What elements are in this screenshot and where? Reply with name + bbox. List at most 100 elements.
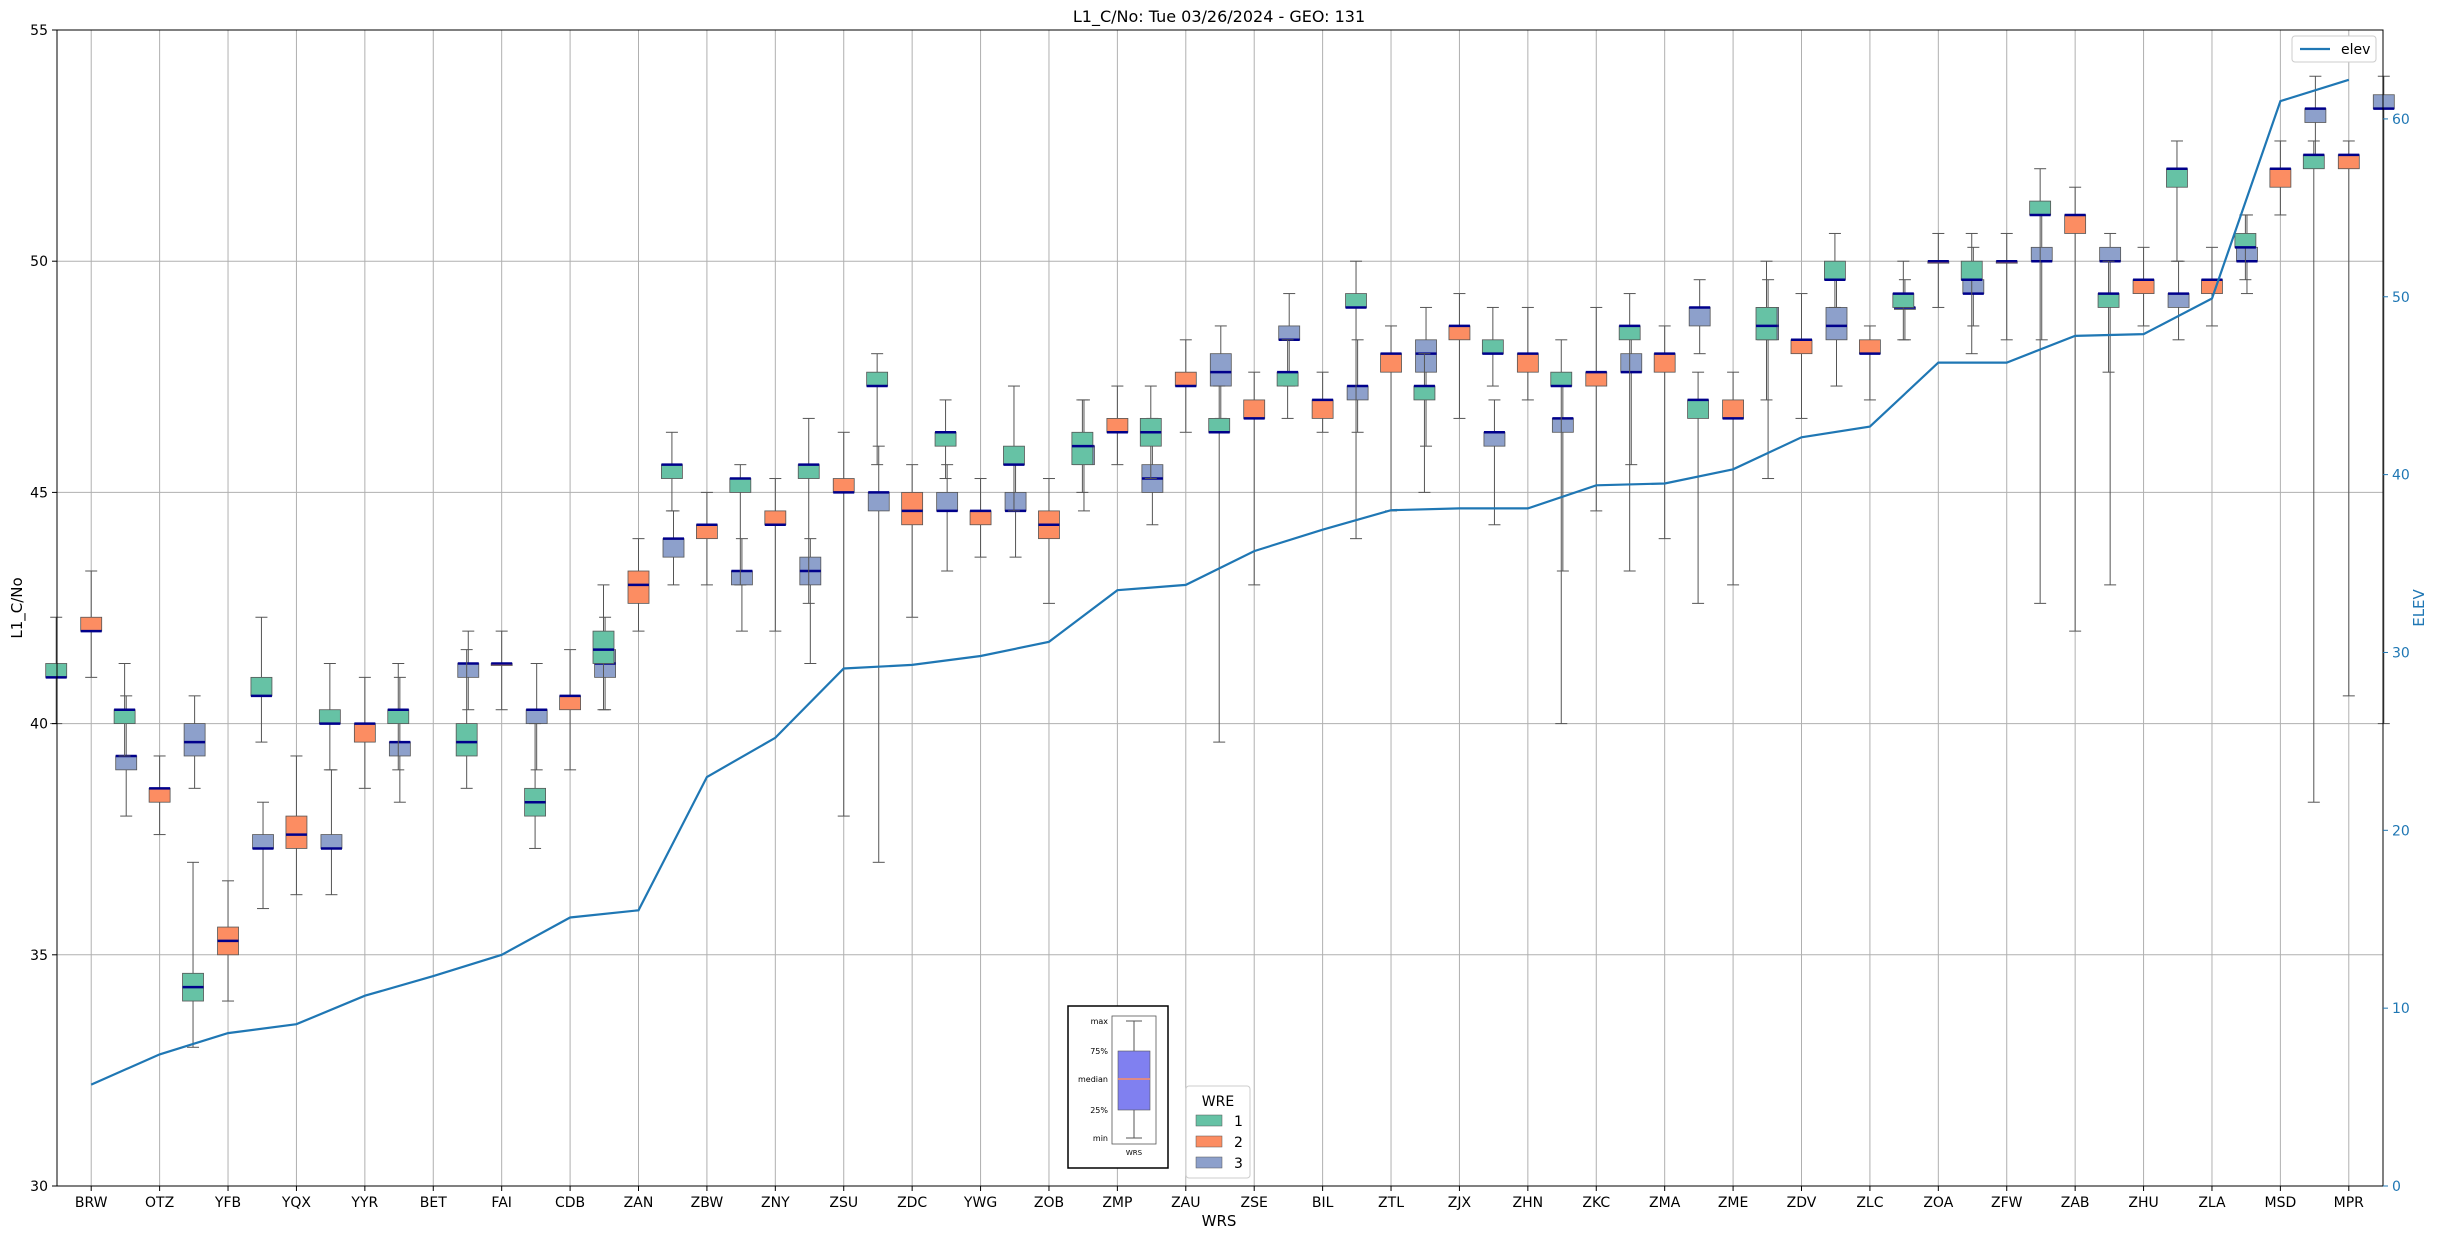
- box-zjx-wre3: [1483, 399, 1506, 526]
- box-body: [2234, 233, 2257, 248]
- box-zdv-wre1: [1755, 260, 1778, 401]
- box-zoa-wre2: [1927, 232, 1950, 308]
- x-tick-label-zjx: ZJX: [1448, 1195, 1472, 1211]
- box-body: [1960, 260, 1983, 281]
- y-tick-label: 55: [30, 23, 48, 39]
- box-yfb-wre3: [252, 801, 274, 910]
- box-body: [2236, 246, 2258, 262]
- elev-legend-label: elev: [2341, 42, 2370, 58]
- box-key-inset: max 75% median 25% min WRS: [1067, 1005, 1169, 1169]
- x-tick-label-ztl: ZTL: [1378, 1195, 1404, 1211]
- box-yyr-wre3: [388, 676, 411, 803]
- box-zoa-wre3: [1962, 246, 1985, 327]
- box-zhn-wre1: [1481, 306, 1504, 387]
- box-zmp-wre1: [1071, 399, 1094, 493]
- box-body: [1824, 260, 1846, 281]
- box-body: [936, 491, 959, 512]
- box-zbw-wre3: [731, 538, 753, 632]
- box-body: [2030, 246, 2053, 262]
- box-body: [2097, 293, 2120, 308]
- box-otz-wre2: [148, 755, 171, 836]
- box-bil-wre2: [1311, 371, 1334, 433]
- box-body: [1618, 325, 1641, 341]
- box-cdb-wre2: [559, 649, 581, 771]
- x-tick-label-zau: ZAU: [1171, 1195, 1200, 1211]
- wre-legend-title: WRE: [1202, 1094, 1234, 1110]
- box-otz-wre3: [183, 695, 206, 789]
- box-body: [764, 510, 787, 526]
- box-body: [388, 741, 411, 757]
- box-zlc-wre2: [1859, 325, 1881, 401]
- box-body: [1483, 431, 1506, 447]
- box-zan-wre3: [662, 510, 685, 586]
- box-body: [1551, 418, 1574, 433]
- x-tick-label-zdc: ZDC: [897, 1195, 927, 1211]
- box-body: [80, 616, 103, 632]
- box-body: [1071, 431, 1094, 466]
- y2-tick-label: 60: [2392, 112, 2410, 128]
- box-zhu-wre3: [2167, 260, 2190, 341]
- box-zse-wre2: [1243, 371, 1266, 586]
- box-key-label: median: [1078, 1075, 1108, 1084]
- box-body: [1413, 385, 1436, 401]
- box-yqx-wre3: [320, 769, 343, 896]
- box-body: [353, 723, 376, 743]
- x-tick-label-brw: BRW: [75, 1195, 108, 1211]
- box-yyr-wre1: [318, 662, 341, 771]
- box-body: [661, 464, 683, 479]
- x-tick-label-otz: OTZ: [145, 1195, 174, 1211]
- box-zbw-wre2: [696, 491, 718, 586]
- box-brw-wre2: [80, 570, 103, 678]
- box-body: [2337, 154, 2360, 170]
- box-body: [1209, 353, 1232, 387]
- box-zkc-wre2: [1585, 306, 1608, 512]
- box-zbw-wre1: [661, 431, 683, 512]
- wre-legend-label-2: 2: [1234, 1135, 1243, 1151]
- box-body: [2167, 293, 2190, 308]
- box-body: [797, 464, 820, 479]
- box-msd-wre2: [2269, 140, 2292, 216]
- box-body: [1278, 325, 1301, 341]
- box-body: [1208, 418, 1231, 433]
- x-tick-label-zny: ZNY: [761, 1195, 790, 1211]
- elev-legend-frame: [2291, 35, 2377, 63]
- box-body: [1687, 399, 1709, 419]
- box-body: [1448, 325, 1471, 341]
- y-tick-label: 40: [30, 717, 48, 733]
- box-body: [320, 834, 343, 849]
- y-tick-label: 30: [30, 1179, 48, 1195]
- box-ztl-wre3: [1415, 306, 1437, 447]
- box-zhn-wre2: [1516, 306, 1539, 401]
- y2-tick-label: 50: [2392, 290, 2410, 306]
- box-zny-wre3: [799, 538, 822, 664]
- box-body: [1688, 307, 1711, 327]
- box-key-label: 25%: [1090, 1106, 1108, 1115]
- y-tick-label: 45: [30, 485, 48, 501]
- box-body: [1345, 293, 1367, 308]
- box-body: [1620, 353, 1643, 373]
- box-body: [1859, 339, 1881, 355]
- x-tick-label-yfb: YFB: [214, 1195, 241, 1211]
- y2-tick-label: 40: [2392, 468, 2410, 484]
- box-zan-wre2: [627, 538, 650, 632]
- box-body: [2132, 279, 2155, 294]
- x-tick-label-ywg: YWG: [963, 1195, 997, 1211]
- box-body: [1653, 353, 1676, 373]
- wre-legend-label-1: 1: [1234, 1114, 1243, 1130]
- box-body: [1722, 399, 1744, 419]
- box-zob-wre1: [1003, 385, 1025, 512]
- box-body: [1825, 307, 1848, 341]
- box-brw-wre1: [45, 616, 68, 725]
- box-body: [901, 491, 924, 526]
- box-body: [1585, 371, 1608, 387]
- plot-frame: [56, 29, 2384, 1187]
- x-tick-label-mpr: MPR: [2334, 1195, 2365, 1211]
- box-key-label: min: [1093, 1134, 1108, 1143]
- box-zob-wre2: [1038, 478, 1060, 604]
- box-body: [455, 723, 478, 757]
- y-tick-label: 35: [30, 948, 48, 964]
- box-zmp-wre2: [1106, 385, 1129, 466]
- box-bet-wre3: [457, 630, 480, 711]
- x-tick-label-zab: ZAB: [2061, 1195, 2090, 1211]
